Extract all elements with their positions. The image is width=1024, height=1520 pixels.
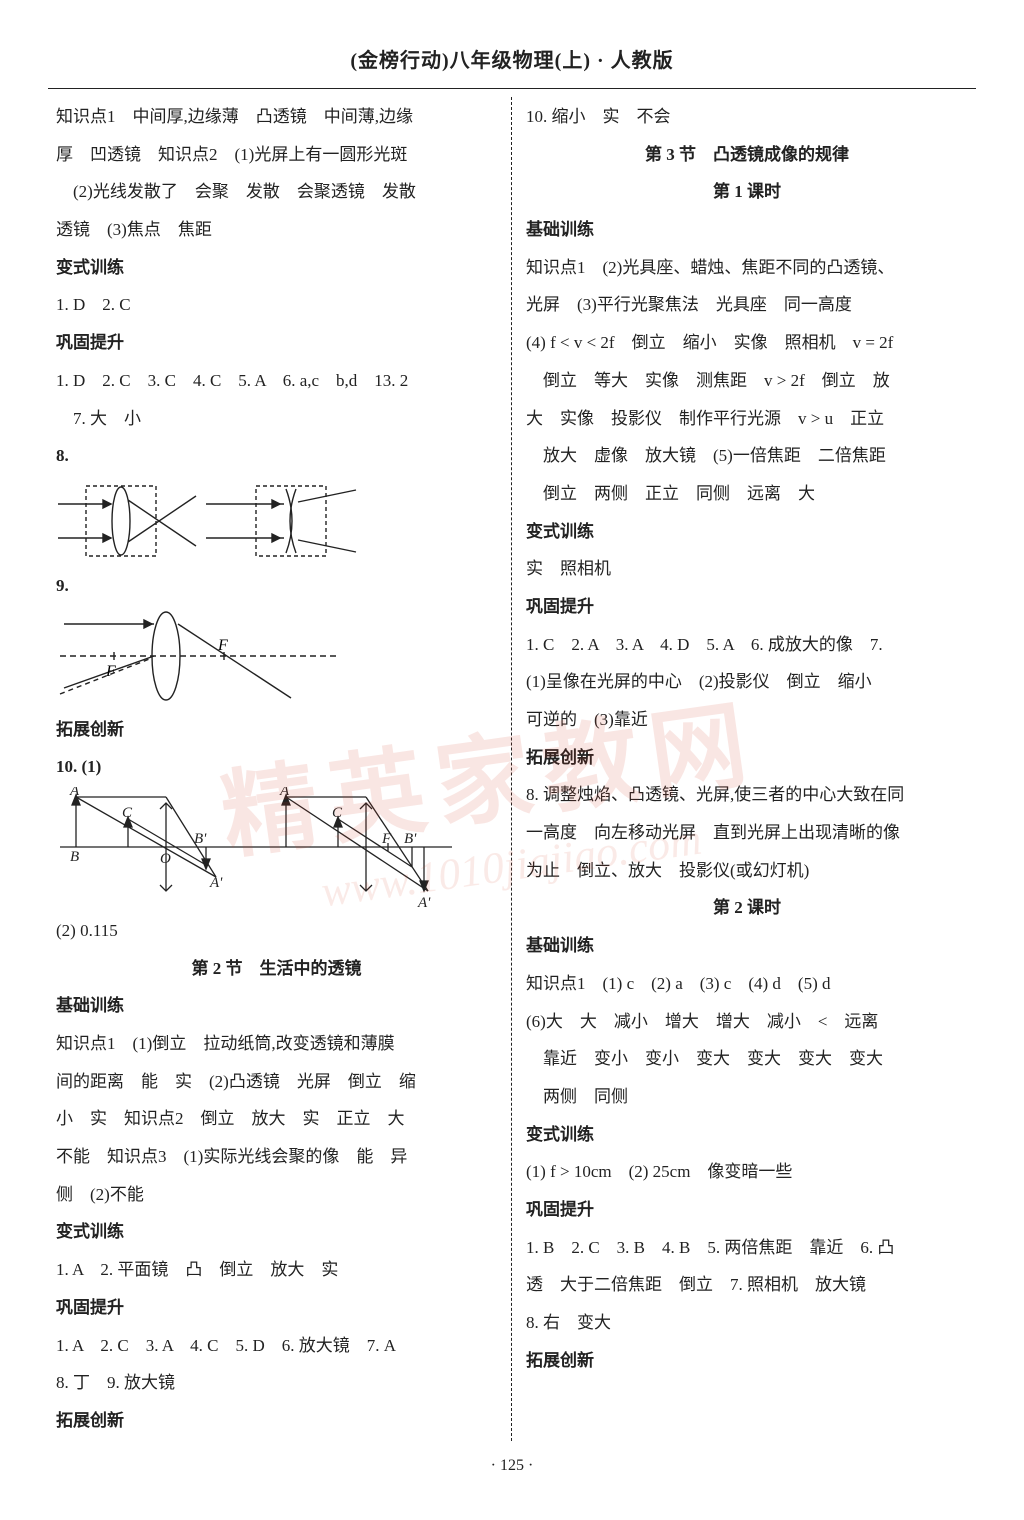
text-line: 1. C 2. A 3. A 4. D 5. A 6. 成放大的像 7. [526,627,968,663]
section-heading: 基础训练 [526,928,968,964]
section-heading: 巩固提升 [526,1192,968,1228]
svg-text:A': A' [209,875,223,891]
text-line: (2)光线发散了 会聚 发散 会聚透镜 发散 [56,174,497,210]
diagram-9-convex: F F [56,606,346,710]
text-line: 倒立 等大 实像 测焦距 v > 2f 倒立 放 [526,363,968,399]
text-line: 两侧 同侧 [526,1079,968,1115]
text-line: 知识点1 (1) c (2) a (3) c (4) d (5) d [526,966,968,1002]
svg-text:B: B [70,849,79,865]
text-line: 透镜 (3)焦点 焦距 [56,212,497,248]
two-column-layout: 知识点1 中间厚,边缘薄 凸透镜 中间薄,边缘 厚 凹透镜 知识点2 (1)光屏… [48,97,976,1441]
text-line: 8. 右 变大 [526,1305,968,1341]
svg-text:A: A [279,787,290,799]
text-line: 1. A 2. 平面镜 凸 倒立 放大 实 [56,1252,497,1288]
svg-text:B': B' [404,831,417,847]
section-heading: 巩固提升 [526,589,968,625]
text-line: 为止 倒立、放大 投影仪(或幻灯机) [526,853,968,889]
svg-text:C: C [122,805,133,821]
text-line: 实 照相机 [526,551,968,587]
svg-text:F: F [217,637,228,654]
text-line: (1)呈像在光屏的中心 (2)投影仪 倒立 缩小 [526,664,968,700]
text-line: 间的距离 能 实 (2)凸透镜 光屏 倒立 缩 [56,1064,497,1100]
text-line: 倒立 两侧 正立 同侧 远离 大 [526,476,968,512]
text-line: 光屏 (3)平行光聚焦法 光具座 同一高度 [526,287,968,323]
text-line: 靠近 变小 变小 变大 变大 变大 变大 [526,1041,968,1077]
text-line: 知识点1 (2)光具座、蜡烛、焦距不同的凸透镜、 [526,250,968,286]
text-line: 放大 虚像 放大镜 (5)一倍焦距 二倍焦距 [526,438,968,474]
text-line: (6)大 大 减小 增大 增大 减小 < 远离 [526,1004,968,1040]
right-column: 10. 缩小 实 不会 第 3 节 凸透镜成像的规律 第 1 课时 基础训练 知… [512,97,976,1441]
text-line: 小 实 知识点2 倒立 放大 实 正立 大 [56,1101,497,1137]
section-heading: 变式训练 [526,1117,968,1153]
text-line: 侧 (2)不能 [56,1177,497,1213]
text-line: 厚 凹透镜 知识点2 (1)光屏上有一圆形光斑 [56,137,497,173]
text-line: 10. 缩小 实 不会 [526,99,968,135]
section-heading: 拓展创新 [56,712,497,748]
section-heading: 巩固提升 [56,1290,497,1326]
section-heading: 巩固提升 [56,325,497,361]
section-heading: 拓展创新 [56,1403,497,1439]
section-heading: 拓展创新 [526,1343,968,1379]
section-heading: 基础训练 [56,988,497,1024]
text-line: 7. 大 小 [56,401,497,437]
text-line: 可逆的 (3)靠近 [526,702,968,738]
text-line: 透 大于二倍焦距 倒立 7. 照相机 放大镜 [526,1267,968,1303]
section-heading: 变式训练 [526,514,968,550]
text-line: (1) f > 10cm (2) 25cm 像变暗一些 [526,1154,968,1190]
text-line: 8. 丁 9. 放大镜 [56,1365,497,1401]
text-line: 1. D 2. C [56,287,497,323]
text-line: 知识点1 中间厚,边缘薄 凸透镜 中间薄,边缘 [56,99,497,135]
svg-text:B': B' [194,831,207,847]
text-line: 1. A 2. C 3. A 4. C 5. D 6. 放大镜 7. A [56,1328,497,1364]
section-title: 第 2 节 生活中的透镜 [56,951,497,987]
page-title: (金榜行动)八年级物理(上) · 人教版 [48,40,976,89]
text-line: 1. B 2. C 3. B 4. B 5. 两倍焦距 靠近 6. 凸 [526,1230,968,1266]
section-subtitle: 第 2 课时 [526,890,968,926]
text-line: 一高度 向左移动光屏 直到光屏上出现清晰的像 [526,815,968,851]
page-number: · 125 · [48,1449,976,1483]
section-heading: 拓展创新 [526,740,968,776]
svg-text:A': A' [417,895,431,911]
text-line: (4) f < v < 2f 倒立 缩小 实像 照相机 v = 2f [526,325,968,361]
text-line: 8. 调整烛焰、凸透镜、光屏,使三者的中心大致在同 [526,777,968,813]
section-heading: 变式训练 [56,250,497,286]
section-heading: 基础训练 [526,212,968,248]
svg-text:F: F [381,831,392,847]
text-line: 大 实像 投影仪 制作平行光源 v > u 正立 [526,401,968,437]
svg-text:A: A [69,787,80,799]
diagram-8-lenses [56,476,366,566]
svg-text:C: C [332,805,343,821]
section-title: 第 3 节 凸透镜成像的规律 [526,137,968,173]
text-line: 知识点1 (1)倒立 拉动纸筒,改变透镜和薄膜 [56,1026,497,1062]
text-line: 8. [56,438,497,474]
diagram-10-imaging: A B C O B' A' A C F B' A' [56,787,456,911]
section-heading: 变式训练 [56,1214,497,1250]
text-line: 不能 知识点3 (1)实际光线会聚的像 能 异 [56,1139,497,1175]
left-column: 知识点1 中间厚,边缘薄 凸透镜 中间薄,边缘 厚 凹透镜 知识点2 (1)光屏… [48,97,512,1441]
text-line: 1. D 2. C 3. C 4. C 5. A 6. a,c b,d 13. … [56,363,497,399]
section-subtitle: 第 1 课时 [526,174,968,210]
text-line: 10. (1) [56,749,497,785]
svg-text:F: F [105,663,116,680]
svg-text:O: O [160,851,171,867]
text-line: (2) 0.115 [56,913,497,949]
text-line: 9. [56,568,497,604]
